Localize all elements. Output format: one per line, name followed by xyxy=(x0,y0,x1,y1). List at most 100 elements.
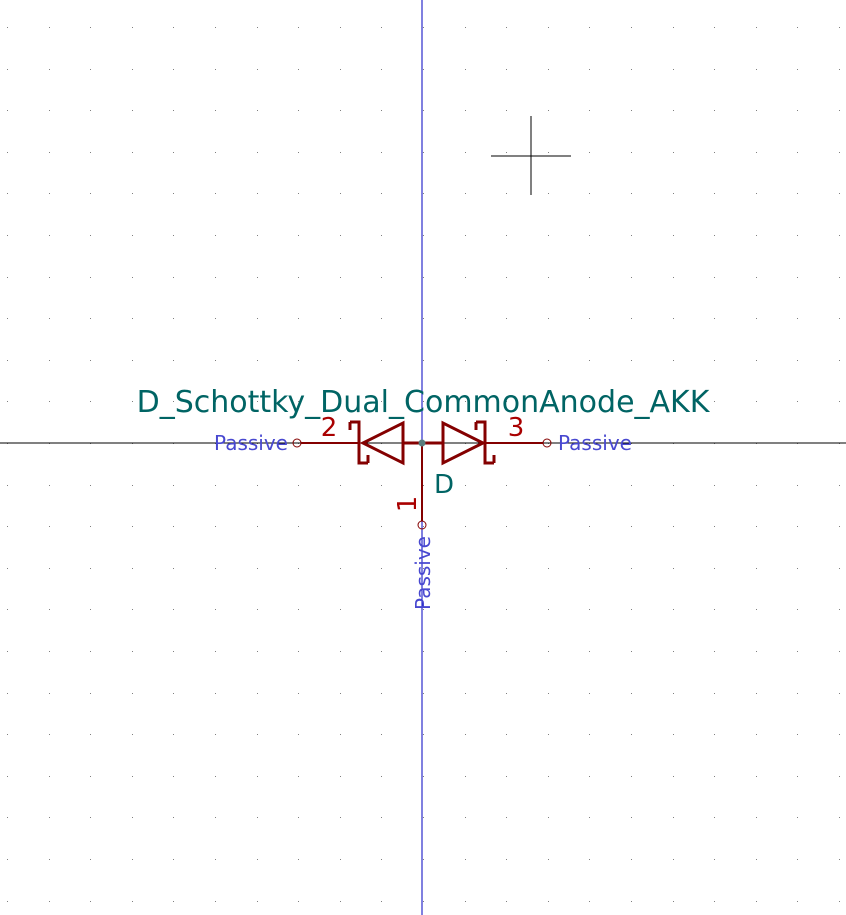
grid-dot xyxy=(298,609,299,610)
grid-dot xyxy=(797,859,798,860)
grid-dot xyxy=(381,360,382,361)
grid-dot xyxy=(756,609,757,610)
crosshair-cursor-icon xyxy=(491,116,571,195)
pin-3-connection-point[interactable] xyxy=(542,438,552,448)
grid-dot xyxy=(673,277,674,278)
grid-dot xyxy=(257,110,258,111)
grid-dot xyxy=(465,609,466,610)
grid-dot xyxy=(257,859,258,860)
grid-dot xyxy=(215,859,216,860)
grid-dot xyxy=(90,901,91,902)
grid-dot xyxy=(298,193,299,194)
grid-dot xyxy=(589,69,590,70)
grid-dot xyxy=(839,485,840,486)
grid-dot xyxy=(631,27,632,28)
grid-dot xyxy=(673,901,674,902)
grid-dot xyxy=(298,859,299,860)
grid-dot xyxy=(423,69,424,70)
grid-dot xyxy=(90,401,91,402)
pin-2-number: 2 xyxy=(321,413,338,443)
grid-dot xyxy=(173,401,174,402)
grid-dot xyxy=(381,193,382,194)
grid-dot xyxy=(257,152,258,153)
grid-dot xyxy=(173,693,174,694)
grid-dot xyxy=(465,901,466,902)
grid-dot xyxy=(797,193,798,194)
pin-2[interactable] xyxy=(292,438,359,448)
grid-dot xyxy=(381,609,382,610)
grid-dot xyxy=(506,360,507,361)
grid-dot xyxy=(173,193,174,194)
grid-dot xyxy=(215,110,216,111)
grid-dot xyxy=(340,776,341,777)
grid-dot xyxy=(589,277,590,278)
pin-1-type-label: Passive xyxy=(411,536,435,610)
grid-dot xyxy=(548,859,549,860)
grid-dot xyxy=(132,776,133,777)
grid-dot xyxy=(797,69,798,70)
symbol-reference-field[interactable]: D xyxy=(434,470,454,500)
grid-dot xyxy=(173,817,174,818)
symbol-body[interactable] xyxy=(348,420,496,466)
grid-dot xyxy=(506,110,507,111)
grid-dot xyxy=(423,110,424,111)
grid-dot xyxy=(423,277,424,278)
grid-dot xyxy=(631,485,632,486)
grid-dot xyxy=(298,693,299,694)
grid-dot xyxy=(631,568,632,569)
grid-dot xyxy=(298,568,299,569)
grid-dot xyxy=(340,152,341,153)
grid-dot xyxy=(714,859,715,860)
grid-dot xyxy=(90,609,91,610)
grid-dot xyxy=(548,152,549,153)
grid-dot xyxy=(7,110,8,111)
grid-dot xyxy=(49,235,50,236)
grid-dot xyxy=(506,693,507,694)
grid-dot xyxy=(714,110,715,111)
grid-dot xyxy=(423,360,424,361)
grid-dot xyxy=(381,277,382,278)
pin-1[interactable] xyxy=(417,443,427,530)
grid-dot xyxy=(548,69,549,70)
pin-1-connection-point[interactable] xyxy=(417,520,427,530)
grid-dot xyxy=(7,277,8,278)
grid-dot xyxy=(90,776,91,777)
grid-dot xyxy=(506,776,507,777)
grid-dot xyxy=(90,152,91,153)
grid-dot xyxy=(548,110,549,111)
pin-3[interactable] xyxy=(485,438,552,448)
grid-dot xyxy=(548,277,549,278)
grid-dot xyxy=(714,568,715,569)
grid-dot xyxy=(714,651,715,652)
grid-dot xyxy=(797,110,798,111)
grid-dot xyxy=(132,235,133,236)
grid-dot xyxy=(797,401,798,402)
pin-2-connection-point[interactable] xyxy=(292,438,302,448)
grid-dot xyxy=(7,526,8,527)
grid-dot xyxy=(49,110,50,111)
grid-dot xyxy=(215,277,216,278)
grid-dot xyxy=(381,651,382,652)
grid-dot xyxy=(215,776,216,777)
grid-dot xyxy=(589,568,590,569)
grid-dot xyxy=(506,609,507,610)
grid-dot xyxy=(173,27,174,28)
grid-dot xyxy=(589,27,590,28)
symbol-value-field[interactable]: D_Schottky_Dual_CommonAnode_AKK xyxy=(137,385,711,420)
grid-dot xyxy=(340,609,341,610)
grid-dot xyxy=(631,776,632,777)
grid-dot xyxy=(173,318,174,319)
grid-dot xyxy=(132,69,133,70)
grid-dot xyxy=(506,401,507,402)
grid-dot xyxy=(215,401,216,402)
grid-dot xyxy=(173,277,174,278)
grid-dot xyxy=(340,69,341,70)
grid-dot xyxy=(173,734,174,735)
grid-dot xyxy=(132,152,133,153)
grid-dot xyxy=(506,318,507,319)
grid-dot xyxy=(381,817,382,818)
grid-dot xyxy=(215,69,216,70)
grid-dot xyxy=(381,27,382,28)
